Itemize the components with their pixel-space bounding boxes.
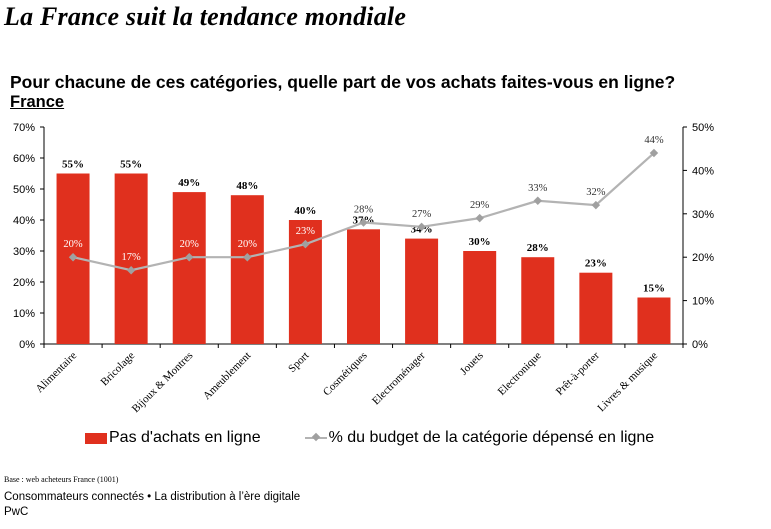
y-left-tick-label: 60% (13, 153, 35, 165)
budget-point (301, 239, 310, 249)
bar-value-label: 55% (120, 159, 142, 171)
budget-point (184, 252, 194, 262)
budget-value-label: 29% (470, 200, 490, 211)
bar (521, 257, 555, 344)
footer-source: Consommateurs connectés • La distributio… (4, 491, 301, 503)
category-label: Livres & musique (595, 350, 660, 415)
budget-value-label: 20% (63, 239, 83, 250)
budget-point (475, 213, 484, 223)
legend-bar-swatch (85, 432, 107, 444)
chart: 0% 10% 20% 30% 40% 50% 60% 70% 0% 10% 20% 30% 40% 50%… (13, 122, 714, 416)
bar (230, 195, 264, 344)
category-label: Electronique (496, 350, 544, 398)
y-left-tick-label: 40% (13, 215, 35, 227)
legend-line-swatch (304, 432, 327, 444)
category-label: Sport (286, 350, 311, 375)
y-left-tick-label: 50% (13, 184, 35, 196)
bar-value-label: 49% (178, 177, 200, 189)
chart-subtitle: Pour chacune de ces catégories, quelle p… (10, 72, 676, 92)
budget-point (417, 222, 426, 232)
budget-value-label: 20% (238, 239, 258, 250)
budget-point (533, 196, 543, 206)
y-right-tick-label: 20% (692, 252, 714, 264)
budget-point (68, 252, 78, 262)
y-left-tick-label: 0% (19, 339, 35, 351)
budget-point (243, 252, 252, 262)
category-label: Cosmétiques (321, 350, 370, 399)
budget-value-label: 28% (354, 204, 374, 215)
y-right-tick-label: 0% (692, 339, 708, 351)
budget-value-label: 44% (644, 135, 664, 146)
bar (579, 272, 613, 344)
bar (114, 173, 148, 344)
budget-value-label: 33% (528, 183, 548, 194)
category-label: Alimentaire (34, 350, 80, 396)
bar (288, 220, 322, 344)
category-label: Electroménager (370, 349, 428, 407)
bar-value-label: 40% (294, 205, 316, 217)
bar-value-label: 48% (236, 180, 258, 192)
budget-value-label: 20% (180, 239, 200, 250)
budget-point (359, 218, 368, 227)
budget-value-label: 27% (412, 209, 432, 220)
category-label: Prêt-à-porter (554, 349, 602, 397)
y-right-tick-label: 40% (692, 165, 714, 177)
bar-value-label: 28% (527, 242, 549, 254)
budget-point (126, 265, 136, 275)
base-note: Base : web acheteurs France (1001) (4, 475, 119, 484)
category-label: Jouets (458, 350, 486, 378)
bar (172, 192, 206, 344)
bar-value-label: 15% (643, 283, 665, 295)
page-title: La France suit la tendance mondiale (4, 2, 407, 31)
country-label: France (10, 93, 65, 111)
category-label: Bijoux & Montres (130, 350, 196, 416)
budget-value-label: 23% (296, 226, 316, 237)
y-left-tick-label: 10% (13, 308, 35, 320)
category-label: Ameublement (201, 350, 254, 403)
bar (347, 229, 380, 344)
bar (637, 297, 671, 344)
budget-value-label: 32% (586, 187, 606, 198)
y-right-tick-label: 10% (692, 296, 714, 308)
y-left-tick-label: 20% (13, 277, 35, 289)
bar-value-label: 30% (469, 236, 491, 248)
y-right-tick-label: 50% (692, 122, 714, 134)
y-right-tick-label: 30% (692, 209, 714, 221)
footer-brand: PwC (4, 506, 29, 518)
bar (463, 251, 497, 344)
y-left-tick-label: 70% (13, 122, 35, 134)
bar-value-label: 55% (62, 159, 84, 171)
legend-bar-label: Pas d'achats en ligne (109, 429, 261, 446)
chart-legend: Pas d'achats en ligne % du budget de la … (85, 429, 654, 447)
category-label: Bricolage (99, 350, 138, 389)
bar (405, 238, 439, 344)
budget-value-label: 17% (122, 252, 142, 263)
bar-value-label: 23% (585, 258, 607, 270)
legend-line-label: % du budget de la catégorie dépensé en l… (328, 429, 655, 446)
y-left-tick-label: 30% (13, 246, 35, 258)
